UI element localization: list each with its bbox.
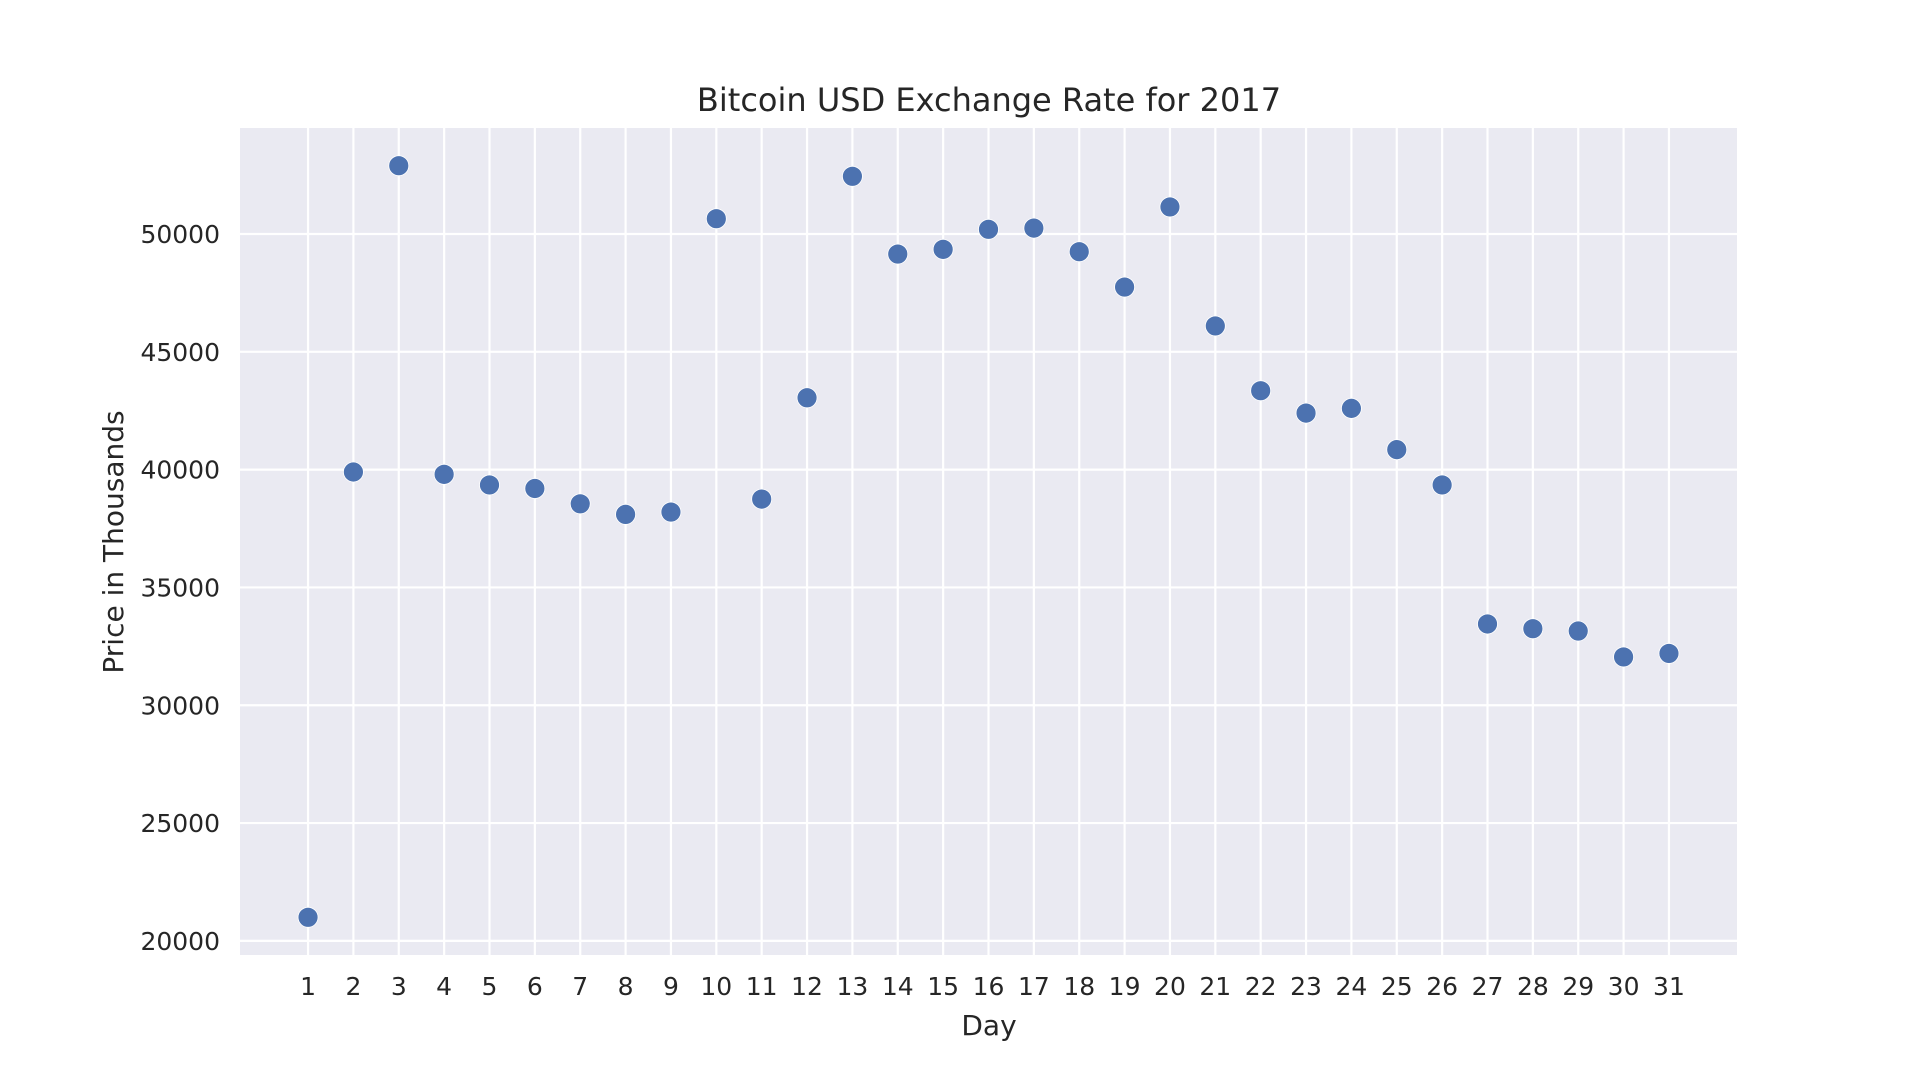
data-point [842, 165, 863, 187]
data-point [1386, 439, 1408, 461]
x-tick-label: 18 [1063, 972, 1095, 1001]
data-point [388, 155, 410, 177]
x-tick-label: 10 [700, 972, 732, 1001]
x-tick-label: 7 [572, 972, 588, 1001]
y-tick-label: 45000 [140, 338, 220, 367]
x-tick-label: 22 [1245, 972, 1277, 1001]
x-tick-label: 19 [1109, 972, 1141, 1001]
data-point [751, 488, 773, 510]
data-point [524, 478, 546, 499]
chart-title: Bitcoin USD Exchange Rate for 2017 [697, 81, 1281, 119]
data-point [343, 461, 364, 483]
x-tick-label: 14 [882, 972, 914, 1001]
x-tick-label: 27 [1472, 972, 1504, 1001]
y-tick-label: 20000 [140, 927, 220, 956]
data-point [1023, 217, 1045, 239]
data-point [1567, 620, 1589, 642]
x-tick-label: 4 [436, 972, 452, 1001]
data-point [1431, 474, 1453, 496]
x-axis-ticks: 1 2 3 4 5 6 7 8 9 10 11 12 13 14 15 16 17 18 19 20 21 22 23 24 2… [300, 972, 1685, 1001]
y-tick-label: 50000 [140, 220, 220, 249]
x-tick-label: 8 [618, 972, 634, 1001]
x-tick-label: 17 [1018, 972, 1050, 1001]
x-axis-label: Day [961, 1009, 1016, 1042]
x-tick-label: 24 [1336, 972, 1368, 1001]
y-tick-label: 30000 [140, 691, 220, 720]
data-point [705, 208, 727, 230]
data-point [1522, 618, 1544, 640]
x-tick-label: 6 [527, 972, 543, 1001]
data-point [1613, 646, 1634, 668]
x-tick-label: 31 [1653, 972, 1685, 1001]
data-point [660, 501, 682, 523]
x-tick-label: 21 [1199, 972, 1231, 1001]
data-point [297, 906, 319, 928]
x-tick-label: 23 [1290, 972, 1322, 1001]
data-point [569, 493, 591, 515]
data-point [479, 474, 500, 496]
y-axis-label: Price in Thousands [97, 410, 130, 673]
data-point [1295, 402, 1317, 424]
grid-lines [240, 128, 1737, 955]
data-point [1250, 380, 1272, 402]
x-tick-label: 16 [973, 972, 1005, 1001]
x-tick-label: 2 [345, 972, 361, 1001]
data-point [1159, 196, 1181, 218]
data-point [887, 243, 909, 265]
x-tick-label: 11 [746, 972, 778, 1001]
y-axis-ticks: 20000 25000 30000 35000 40000 45000 50000 [140, 220, 220, 956]
data-points [297, 155, 1680, 928]
x-tick-label: 9 [663, 972, 679, 1001]
x-tick-label: 28 [1517, 972, 1549, 1001]
data-point [433, 463, 455, 485]
data-point [932, 238, 954, 260]
x-tick-label: 1 [300, 972, 316, 1001]
data-point [1341, 397, 1362, 419]
x-tick-label: 29 [1562, 972, 1594, 1001]
data-point [1068, 241, 1090, 263]
data-point [796, 387, 818, 409]
x-tick-label: 15 [927, 972, 959, 1001]
y-tick-label: 35000 [140, 573, 220, 602]
data-point [1204, 315, 1226, 337]
x-tick-label: 25 [1381, 972, 1413, 1001]
data-point [1477, 613, 1498, 635]
data-point [615, 504, 636, 525]
x-tick-label: 5 [482, 972, 498, 1001]
data-point [978, 218, 999, 240]
data-point [1658, 643, 1680, 664]
x-tick-label: 30 [1608, 972, 1640, 1001]
y-tick-label: 25000 [140, 809, 220, 838]
data-point [1114, 276, 1135, 298]
x-tick-label: 26 [1426, 972, 1458, 1001]
x-tick-label: 3 [391, 972, 407, 1001]
y-tick-label: 40000 [140, 456, 220, 485]
x-tick-label: 13 [837, 972, 869, 1001]
x-tick-label: 20 [1154, 972, 1186, 1001]
x-tick-label: 12 [791, 972, 823, 1001]
